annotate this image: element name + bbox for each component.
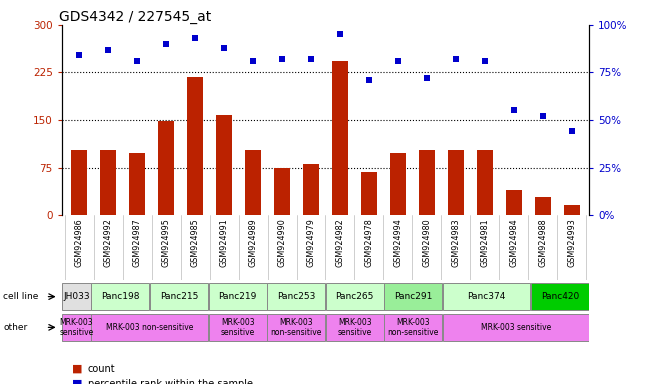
Text: ■: ■ bbox=[72, 379, 82, 384]
Text: GSM924990: GSM924990 bbox=[277, 218, 286, 267]
Text: GSM924978: GSM924978 bbox=[365, 218, 374, 267]
Text: Panc374: Panc374 bbox=[467, 292, 506, 301]
Point bbox=[393, 58, 403, 64]
Bar bbox=[448, 150, 464, 215]
Text: MRK-003 non-sensitive: MRK-003 non-sensitive bbox=[106, 323, 193, 332]
Text: GSM924985: GSM924985 bbox=[191, 218, 200, 267]
Bar bbox=[326, 314, 384, 341]
Text: Panc420: Panc420 bbox=[541, 292, 579, 301]
Text: JH033: JH033 bbox=[63, 292, 90, 301]
Bar bbox=[150, 283, 208, 310]
Text: GSM924994: GSM924994 bbox=[393, 218, 402, 267]
Bar bbox=[303, 164, 319, 215]
Bar bbox=[384, 314, 443, 341]
Bar bbox=[361, 172, 377, 215]
Text: ■: ■ bbox=[72, 364, 82, 374]
Bar bbox=[62, 314, 91, 341]
Text: MRK-003
sensitive: MRK-003 sensitive bbox=[221, 318, 255, 337]
Point bbox=[161, 41, 171, 47]
Bar bbox=[384, 283, 443, 310]
Text: GSM924986: GSM924986 bbox=[75, 218, 84, 267]
Text: Panc291: Panc291 bbox=[395, 292, 432, 301]
Bar bbox=[187, 77, 203, 215]
Bar bbox=[208, 314, 267, 341]
Text: MRK-003
non-sensitive: MRK-003 non-sensitive bbox=[388, 318, 439, 337]
Bar bbox=[62, 283, 91, 310]
Bar bbox=[267, 283, 326, 310]
Bar bbox=[443, 283, 531, 310]
Point bbox=[190, 35, 201, 41]
Bar bbox=[419, 150, 435, 215]
Point bbox=[364, 77, 374, 83]
Text: GSM924984: GSM924984 bbox=[509, 218, 518, 267]
Text: MRK-003
sensitive: MRK-003 sensitive bbox=[338, 318, 372, 337]
Text: GSM924989: GSM924989 bbox=[249, 218, 258, 267]
Point bbox=[219, 45, 229, 51]
Bar bbox=[332, 61, 348, 215]
Point bbox=[74, 52, 85, 58]
Point bbox=[480, 58, 490, 64]
Point bbox=[248, 58, 258, 64]
Text: GSM924982: GSM924982 bbox=[335, 218, 344, 267]
Bar bbox=[390, 153, 406, 215]
Bar bbox=[443, 314, 589, 341]
Bar bbox=[129, 153, 145, 215]
Text: other: other bbox=[3, 323, 27, 332]
Text: GSM924980: GSM924980 bbox=[422, 218, 432, 267]
Text: GSM924983: GSM924983 bbox=[451, 218, 460, 267]
Point bbox=[306, 56, 316, 62]
Text: Panc253: Panc253 bbox=[277, 292, 315, 301]
Text: cell line: cell line bbox=[3, 292, 38, 301]
Bar bbox=[245, 150, 261, 215]
Bar bbox=[100, 150, 116, 215]
Text: GSM924993: GSM924993 bbox=[567, 218, 576, 267]
Bar bbox=[208, 283, 267, 310]
Text: Panc198: Panc198 bbox=[101, 292, 140, 301]
Text: GSM924987: GSM924987 bbox=[133, 218, 142, 267]
Bar bbox=[326, 283, 384, 310]
Text: count: count bbox=[88, 364, 115, 374]
Text: MRK-003
non-sensitive: MRK-003 non-sensitive bbox=[271, 318, 322, 337]
Bar bbox=[158, 121, 174, 215]
Text: GSM924988: GSM924988 bbox=[538, 218, 547, 267]
Bar bbox=[564, 205, 580, 215]
Bar bbox=[535, 197, 551, 215]
Bar bbox=[274, 168, 290, 215]
Text: GDS4342 / 227545_at: GDS4342 / 227545_at bbox=[59, 10, 212, 24]
Text: GSM924981: GSM924981 bbox=[480, 218, 490, 267]
Point bbox=[538, 113, 548, 119]
Bar bbox=[477, 150, 493, 215]
Text: Panc265: Panc265 bbox=[336, 292, 374, 301]
Point bbox=[450, 56, 461, 62]
Point bbox=[566, 128, 577, 134]
Text: GSM924995: GSM924995 bbox=[161, 218, 171, 267]
Point bbox=[335, 31, 345, 38]
Bar bbox=[91, 314, 208, 341]
Text: GSM924979: GSM924979 bbox=[307, 218, 316, 267]
Point bbox=[103, 46, 113, 53]
Bar bbox=[216, 115, 232, 215]
Point bbox=[132, 58, 143, 64]
Text: GSM924992: GSM924992 bbox=[104, 218, 113, 267]
Text: MRK-003 sensitive: MRK-003 sensitive bbox=[481, 323, 551, 332]
Text: MRK-003
sensitive: MRK-003 sensitive bbox=[59, 318, 94, 337]
Point bbox=[277, 56, 287, 62]
Text: Panc215: Panc215 bbox=[160, 292, 198, 301]
Bar bbox=[531, 283, 589, 310]
Text: GSM924991: GSM924991 bbox=[219, 218, 229, 267]
Bar bbox=[506, 190, 522, 215]
Text: percentile rank within the sample: percentile rank within the sample bbox=[88, 379, 253, 384]
Point bbox=[508, 108, 519, 114]
Text: Panc219: Panc219 bbox=[219, 292, 256, 301]
Bar bbox=[91, 283, 150, 310]
Bar bbox=[267, 314, 326, 341]
Point bbox=[422, 75, 432, 81]
Bar bbox=[71, 150, 87, 215]
